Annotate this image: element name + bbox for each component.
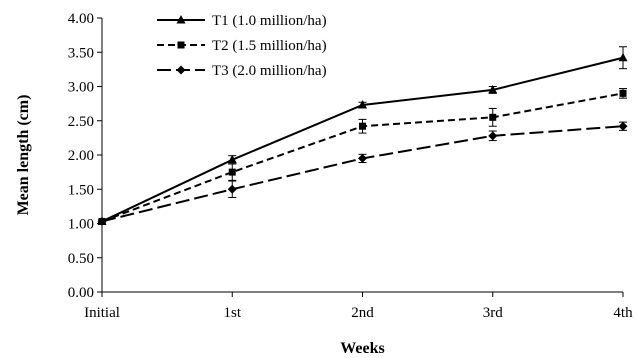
y-tick-label: 2.00 — [68, 148, 94, 164]
x-tick-label: 1st — [223, 305, 241, 321]
data-point — [489, 113, 497, 121]
data-point — [488, 84, 498, 94]
x-tick-label: Initial — [84, 305, 120, 321]
y-tick-label: 2.50 — [68, 114, 94, 130]
legend-marker — [176, 65, 186, 75]
series-1 — [97, 46, 628, 225]
y-tick-label: 0.50 — [68, 251, 94, 267]
legend-marker — [177, 41, 185, 49]
y-tick-label: 0.00 — [68, 285, 94, 301]
data-point — [359, 122, 366, 130]
y-tick-label: 1.00 — [68, 217, 94, 233]
y-axis-title: Mean length (cm) — [15, 95, 32, 216]
x-tick-label: 4th — [613, 305, 633, 321]
legend-item: T1 (1.0 million/ha) — [157, 13, 327, 29]
legend: T1 (1.0 million/ha) T2 (1.5 million/ha) T3… — [157, 13, 327, 79]
data-point — [488, 131, 498, 141]
legend-item: T3 (2.0 million/ha) — [157, 63, 327, 79]
x-axis-title: Weeks — [340, 340, 384, 357]
series-layer — [97, 46, 628, 226]
data-point — [618, 121, 628, 131]
data-point — [97, 216, 107, 226]
y-tick-label: 1.50 — [68, 182, 94, 198]
data-point — [227, 184, 237, 194]
y-tick-label: 3.50 — [68, 45, 94, 61]
x-tick-label: 3rd — [483, 305, 503, 321]
legend-label: T1 (1.0 million/ha) — [212, 13, 327, 29]
series-3 — [97, 121, 628, 226]
data-point — [358, 153, 367, 163]
data-point — [619, 89, 627, 97]
x-tick-label: 2nd — [351, 305, 374, 321]
series-line — [101, 125, 624, 223]
legend-label: T3 (2.0 million/ha) — [212, 63, 327, 79]
x-ticks: Initial 1st 2nd 3rd 4th — [84, 292, 633, 321]
data-point — [618, 52, 628, 62]
legend-item: T2 (1.5 million/ha) — [157, 38, 327, 54]
y-ticks: 0.00 0.50 1.00 1.50 2.00 2.50 3.00 3.50 4.00 — [68, 11, 102, 301]
legend-marker — [176, 15, 186, 24]
data-point — [358, 99, 367, 109]
series-line — [101, 56, 624, 223]
y-tick-label: 3.00 — [68, 80, 94, 96]
y-tick-label: 4.00 — [68, 11, 94, 27]
data-point — [228, 168, 236, 176]
legend-label: T2 (1.5 million/ha) — [212, 38, 327, 54]
data-point — [227, 154, 237, 164]
